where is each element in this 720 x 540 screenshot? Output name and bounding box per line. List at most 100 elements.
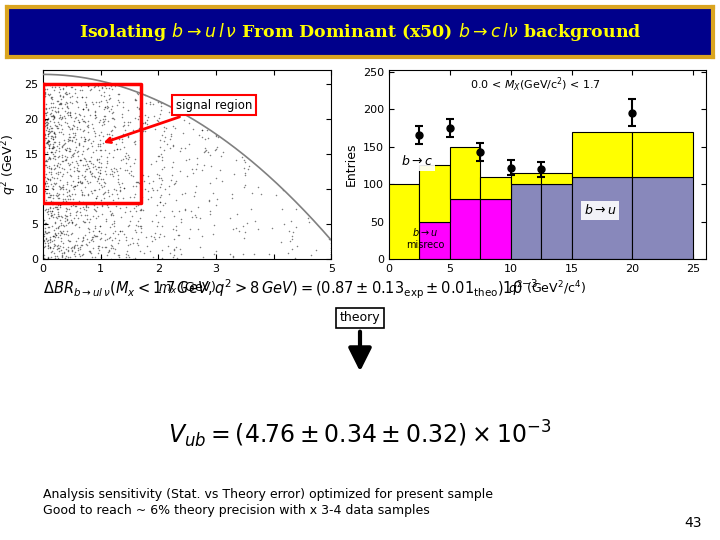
- Point: [44, 235, 55, 244]
- Point: [101, 102, 112, 111]
- Point: [41, 177, 53, 186]
- Point: [42, 253, 54, 261]
- Point: [61, 167, 73, 176]
- Point: [173, 231, 184, 239]
- Point: [106, 85, 117, 94]
- Point: [78, 97, 90, 106]
- Point: [50, 145, 62, 154]
- Point: [74, 124, 86, 133]
- Point: [156, 152, 168, 161]
- Point: [70, 240, 81, 249]
- Point: [68, 166, 79, 175]
- Point: [216, 177, 228, 186]
- Point: [204, 151, 215, 159]
- Point: [129, 190, 140, 198]
- Point: [154, 183, 166, 191]
- Point: [80, 201, 91, 210]
- Point: [48, 135, 59, 144]
- Point: [42, 157, 53, 165]
- Point: [60, 88, 72, 97]
- Point: [130, 254, 141, 262]
- Point: [151, 170, 163, 178]
- Point: [68, 148, 80, 157]
- Point: [306, 251, 318, 259]
- Point: [81, 165, 93, 174]
- Point: [55, 201, 66, 210]
- Point: [92, 82, 104, 90]
- Point: [325, 246, 337, 255]
- Point: [109, 123, 121, 131]
- Point: [45, 109, 56, 117]
- Point: [142, 241, 153, 250]
- Point: [48, 112, 60, 121]
- Point: [122, 166, 133, 174]
- Point: [96, 242, 108, 251]
- Point: [61, 103, 73, 111]
- Point: [99, 115, 111, 124]
- Point: [78, 203, 89, 212]
- Point: [55, 229, 67, 238]
- Point: [138, 177, 150, 186]
- Point: [55, 231, 66, 239]
- Point: [202, 134, 214, 143]
- Point: [53, 212, 64, 220]
- Point: [73, 116, 84, 124]
- Point: [51, 142, 63, 151]
- Point: [46, 106, 58, 114]
- Point: [66, 246, 78, 255]
- Point: [103, 247, 114, 255]
- Point: [190, 181, 202, 190]
- Point: [66, 113, 77, 122]
- Point: [64, 209, 76, 218]
- Point: [89, 224, 101, 232]
- Point: [77, 127, 89, 136]
- Point: [38, 199, 50, 208]
- Point: [86, 139, 97, 147]
- Point: [116, 112, 127, 121]
- Text: 0.0 < $M_X$(GeV/c$^2$) < 1.7: 0.0 < $M_X$(GeV/c$^2$) < 1.7: [469, 76, 600, 93]
- Point: [84, 86, 96, 94]
- Point: [74, 245, 86, 254]
- Y-axis label: Entries: Entries: [344, 143, 357, 186]
- Point: [170, 177, 181, 185]
- Point: [38, 237, 50, 246]
- Point: [233, 227, 245, 235]
- Point: [114, 204, 126, 212]
- Point: [41, 163, 53, 172]
- Point: [42, 136, 53, 145]
- Point: [107, 190, 118, 199]
- Point: [92, 244, 104, 253]
- Point: [56, 112, 68, 121]
- Point: [94, 140, 106, 149]
- Point: [132, 115, 144, 124]
- Point: [104, 234, 115, 242]
- Point: [286, 232, 297, 241]
- Point: [91, 156, 103, 165]
- Point: [38, 170, 50, 179]
- Point: [56, 80, 68, 89]
- Point: [40, 219, 51, 228]
- Point: [197, 252, 208, 261]
- Point: [60, 221, 71, 230]
- Point: [130, 201, 142, 210]
- Point: [58, 190, 69, 199]
- Point: [77, 232, 89, 241]
- Point: [52, 191, 63, 199]
- Point: [40, 156, 51, 165]
- Point: [56, 157, 68, 165]
- Point: [48, 165, 60, 173]
- Point: [87, 227, 99, 236]
- Point: [43, 164, 55, 173]
- Point: [60, 154, 71, 163]
- Point: [163, 181, 175, 190]
- Point: [132, 201, 144, 210]
- Point: [93, 140, 104, 149]
- Point: [122, 117, 134, 126]
- Point: [135, 247, 146, 255]
- Point: [40, 120, 52, 129]
- Point: [45, 191, 56, 200]
- Point: [170, 226, 181, 234]
- Point: [77, 160, 89, 169]
- Point: [49, 102, 60, 111]
- Point: [46, 173, 58, 181]
